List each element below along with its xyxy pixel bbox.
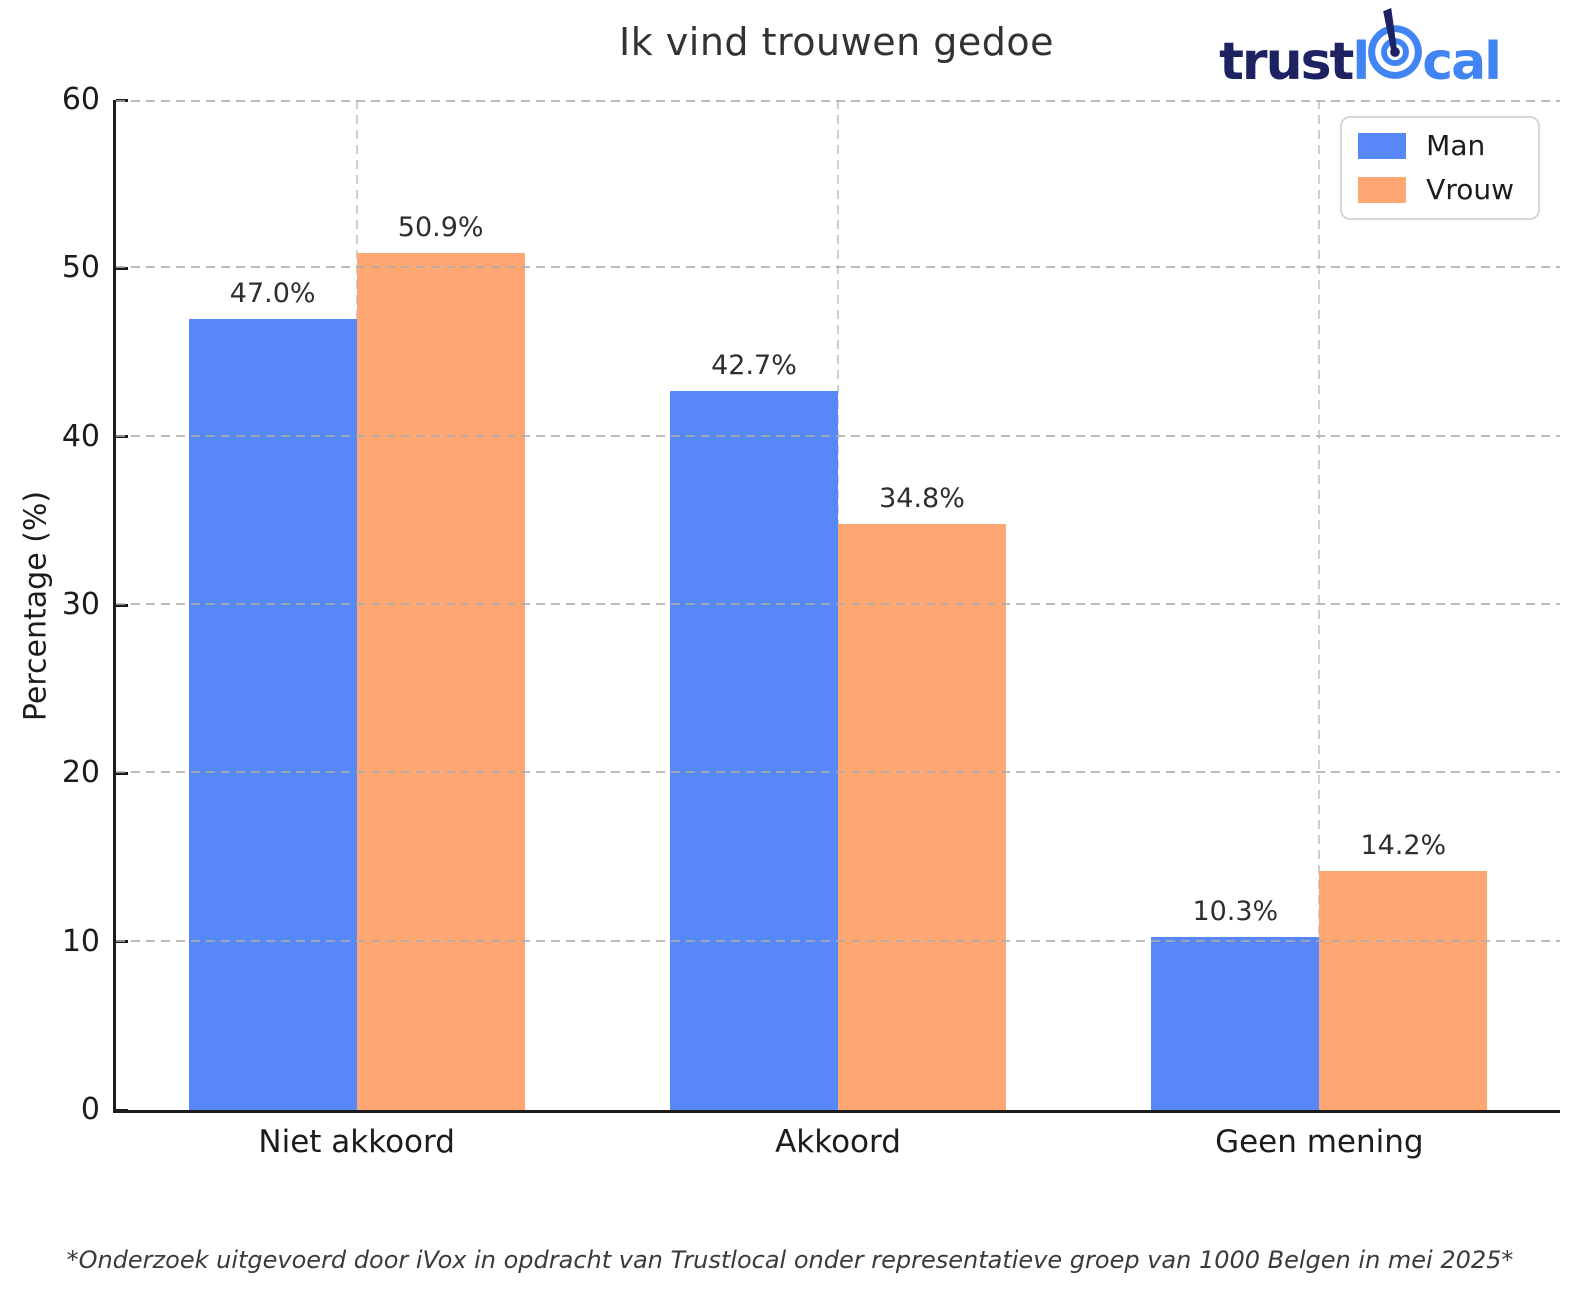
- legend-label-man: Man: [1426, 129, 1486, 162]
- y-axis-title: Percentage (%): [18, 490, 54, 722]
- legend-item-man: Man: [1358, 132, 1514, 160]
- y-tick-mark: [116, 435, 128, 439]
- legend: Man Vrouw: [1340, 116, 1540, 220]
- legend-label-vrouw: Vrouw: [1426, 173, 1514, 206]
- h-gridline: [116, 100, 1560, 102]
- bar-vrouw-akkoord: [838, 524, 1006, 1110]
- y-tick-mark: [116, 940, 128, 944]
- bar-value-label-vrouw-geen-mening: 14.2%: [1360, 829, 1447, 861]
- chart-title: Ik vind trouwen gedoe: [618, 20, 1054, 64]
- logo-text-trust: trust: [1219, 32, 1354, 92]
- bar-man-niet-akkoord: [188, 318, 357, 1110]
- y-tick-mark: [116, 771, 128, 775]
- bar-value-label-man-akkoord: 42.7%: [711, 350, 797, 382]
- bar-value-label-vrouw-akkoord: 34.8%: [879, 483, 965, 515]
- y-tick-mark: [116, 603, 128, 607]
- y-tick-label: 60: [61, 82, 100, 117]
- y-tick-label: 40: [61, 418, 100, 454]
- y-tick-label: 0: [80, 1092, 100, 1127]
- x-tick-label-akkoord: Akkoord: [775, 1124, 901, 1160]
- y-tick-mark: [116, 1108, 128, 1112]
- y-tick-label: 50: [61, 250, 100, 286]
- footnote: *Onderzoek uitgevoerd door iVox in opdra…: [66, 1246, 1514, 1274]
- logo-text-cal: cal: [1422, 32, 1502, 92]
- bar-value-label-vrouw-niet-akkoord: 50.9%: [397, 212, 484, 244]
- legend-swatch-vrouw: [1358, 177, 1407, 203]
- trustlocal-logo: trust l cal: [1219, 8, 1502, 92]
- legend-item-vrouw: Vrouw: [1358, 176, 1514, 204]
- x-tick-label-niet-akkoord: Niet akkoord: [258, 1124, 455, 1160]
- target-dart-icon: [1368, 8, 1423, 79]
- y-tick-label: 10: [61, 923, 100, 959]
- y-tick-mark: [116, 98, 128, 102]
- y-tick-label: 20: [61, 755, 100, 791]
- bar-value-label-man-niet-akkoord: 47.0%: [229, 277, 316, 309]
- x-tick-label-geen-mening: Geen mening: [1215, 1124, 1424, 1160]
- legend-swatch-man: [1358, 133, 1407, 159]
- bar-man-geen-mening: [1151, 936, 1320, 1110]
- h-gridline: [116, 266, 1560, 269]
- plot-area: 0 10 20 30 40 50 60 Niet akkoord Akkoord Geen men…: [62, 85, 1560, 1158]
- bar-vrouw-niet-akkoord: [356, 253, 525, 1110]
- bar-value-label-man-geen-mening: 10.3%: [1192, 895, 1279, 927]
- y-tick-mark: [116, 266, 128, 270]
- y-tick-label: 30: [61, 587, 100, 622]
- logo-text-l: l: [1352, 32, 1370, 92]
- bar-vrouw-geen-mening: [1319, 870, 1488, 1110]
- bar-man-akkoord: [670, 391, 838, 1110]
